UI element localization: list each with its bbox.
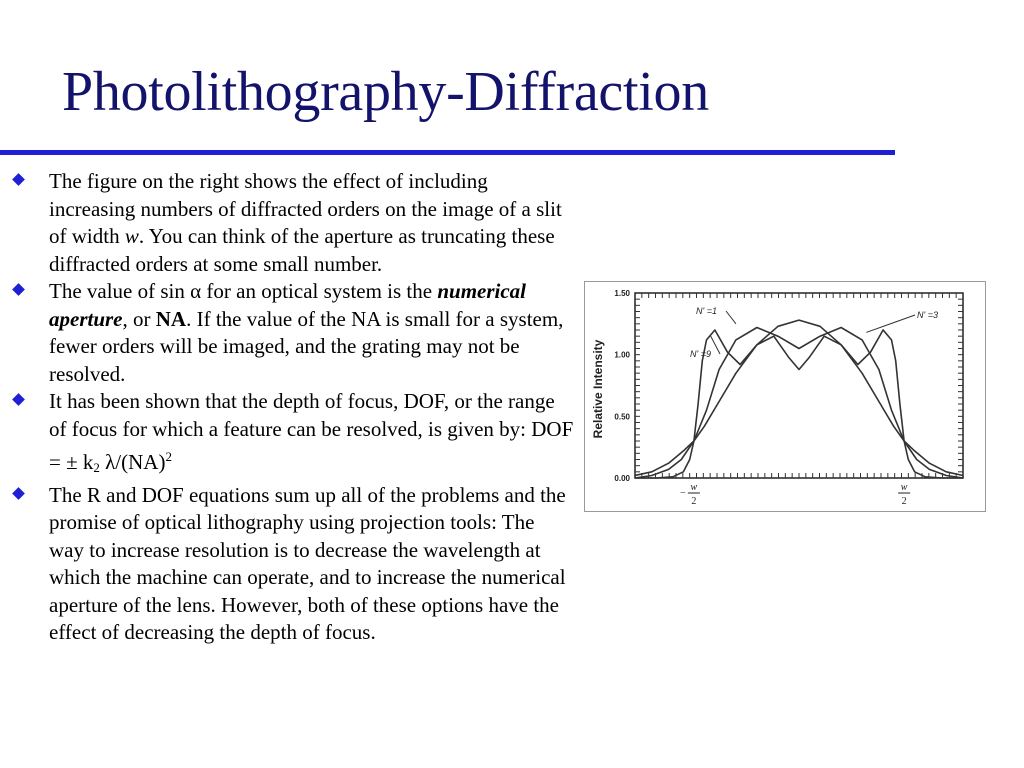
bullet-list: The figure on the right shows the effect… bbox=[12, 168, 574, 647]
numerical-aperture-term: numerical aperture bbox=[49, 279, 527, 331]
y-axis-label: Relative Intensity bbox=[591, 339, 605, 438]
bullet-3-text-a: It has been shown that the depth of focu… bbox=[49, 389, 574, 474]
series-label-3: N' =9 bbox=[690, 349, 711, 359]
y-tick-label: 0.50 bbox=[614, 412, 630, 421]
x-tick-denominator: 2 bbox=[902, 496, 907, 507]
k-subscript: 2 bbox=[93, 460, 100, 475]
x-tick-denominator: 2 bbox=[691, 496, 696, 507]
bullet-4-text: The R and DOF equations sum up all of th… bbox=[49, 482, 566, 645]
diamond-bullet-icon bbox=[12, 486, 25, 500]
x-tick-minus-sign: − bbox=[680, 488, 686, 499]
slit-width-symbol: w bbox=[124, 224, 139, 248]
series-leader-1 bbox=[725, 310, 737, 325]
na-superscript: 2 bbox=[165, 449, 172, 464]
bullet-item-1: The figure on the right shows the effect… bbox=[12, 168, 574, 278]
bullet-2-text-a: The value of sin bbox=[49, 279, 191, 303]
series-label-2: N' =3 bbox=[917, 310, 938, 320]
y-tick-label: 0.00 bbox=[614, 474, 630, 483]
series-line-1 bbox=[634, 319, 964, 477]
series-line-2 bbox=[634, 326, 964, 479]
bullet-2-text-d: . If the value of the NA is small for a … bbox=[49, 306, 564, 386]
bullet-item-2: The value of sin α for an optical system… bbox=[12, 278, 574, 388]
x-tick-label: w2 bbox=[898, 482, 911, 507]
diamond-bullet-icon bbox=[12, 283, 25, 296]
x-tick-numerator: w bbox=[901, 482, 908, 493]
bullet-2-text-c: , or bbox=[122, 306, 156, 331]
na-abbreviation: NA bbox=[155, 306, 187, 331]
chart-series bbox=[634, 319, 964, 479]
bullet-item-4: The R and DOF equations sum up all of th… bbox=[12, 482, 574, 647]
series-leader-3 bbox=[710, 335, 721, 355]
bullet-item-3: It has been shown that the depth of focu… bbox=[12, 388, 574, 482]
y-tick-label: 1.00 bbox=[614, 351, 630, 360]
slide-title: Photolithography-Diffraction bbox=[62, 61, 709, 123]
diffraction-figure: 1.50 1.00 0.50 0.00− w 2 w 2 N' =1 N' =3 N' =9 Rel… bbox=[584, 281, 986, 512]
title-divider bbox=[0, 150, 895, 155]
diamond-bullet-icon bbox=[12, 173, 25, 186]
series-leader-2 bbox=[866, 314, 916, 333]
y-tick-label: 1.50 bbox=[614, 289, 630, 298]
bullet-3-text-b: λ/(NA) bbox=[99, 450, 166, 474]
bullet-1-text-a: The figure on the right shows the effect… bbox=[49, 169, 562, 248]
series-line-3 bbox=[635, 329, 963, 479]
alpha-symbol: α bbox=[190, 279, 202, 303]
bullet-2-text-b: for an optical system is the bbox=[201, 279, 438, 303]
bullet-1-text-b: . You can think of the aperture as trunc… bbox=[49, 224, 555, 276]
diamond-bullet-icon bbox=[12, 393, 25, 406]
plus-minus-k: ± k bbox=[66, 450, 94, 474]
x-tick-label: −w 2 bbox=[680, 482, 700, 507]
x-tick-numerator: w bbox=[691, 482, 698, 493]
series-label-1: N' =1 bbox=[696, 306, 717, 316]
